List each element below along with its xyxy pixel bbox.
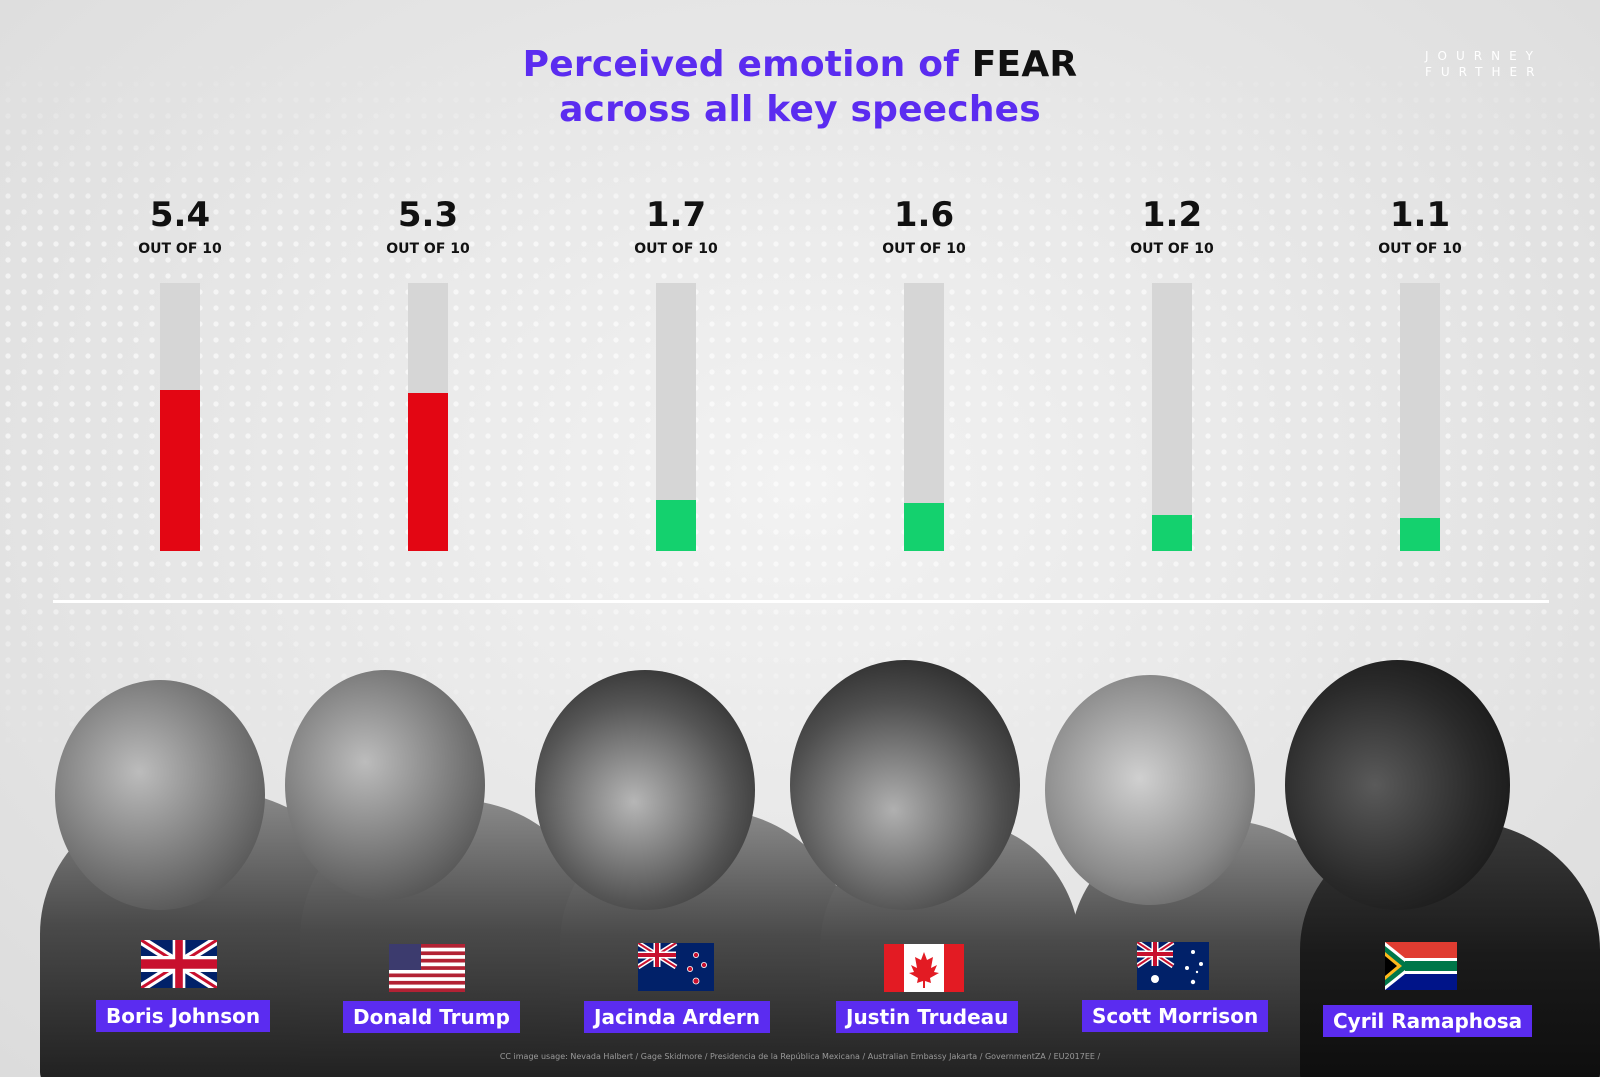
bar-fill (656, 500, 696, 551)
value-label: 5.4 (149, 195, 211, 235)
image-credit: CC image usage: Nevada Halbert / Gage Sk… (499, 1052, 1101, 1061)
portrait-head (1045, 675, 1255, 905)
chart-title-line2: across all key speeches (559, 89, 1041, 130)
bar-column: 5.4 OUT OF 10 (90, 0, 270, 600)
scale-label: OUT OF 10 (138, 241, 222, 257)
scale-label: OUT OF 10 (1378, 241, 1462, 257)
bar-column: 5.3 OUT OF 10 (338, 0, 518, 600)
bar-fill (408, 393, 448, 551)
baseline-divider (53, 600, 1549, 603)
us-flag-icon (389, 944, 465, 992)
brand-logo-line1: JOURNEY (1425, 49, 1542, 63)
value-label: 1.7 (645, 195, 707, 235)
chart-title-prefix: Perceived emotion of (522, 44, 972, 85)
name-label: Cyril Ramaphosa (1323, 1005, 1533, 1037)
portrait-head (285, 670, 485, 900)
scale-label: OUT OF 10 (882, 241, 966, 257)
scale-label: OUT OF 10 (1130, 241, 1214, 257)
dot-pattern-background (0, 60, 1600, 760)
brand-logo-line2: FURTHER (1425, 65, 1544, 79)
scale-label: OUT OF 10 (386, 241, 470, 257)
bar-column: 1.1 OUT OF 10 (1330, 0, 1510, 600)
value-label: 1.2 (1141, 195, 1203, 235)
value-label: 1.1 (1389, 195, 1451, 235)
bar-column: 1.6 OUT OF 10 (834, 0, 1014, 600)
portrait-head (55, 680, 265, 910)
bar-fill (1152, 515, 1192, 551)
value-label: 1.6 (893, 195, 955, 235)
bar-fill (904, 503, 944, 551)
bar-track (160, 283, 200, 551)
scale-label: OUT OF 10 (634, 241, 718, 257)
south-africa-flag-icon (1385, 942, 1457, 990)
portrait-head (790, 660, 1020, 910)
bar-track (1400, 283, 1440, 551)
australia-flag-icon (1137, 942, 1209, 990)
bar-fill (160, 390, 200, 551)
value-label: 5.3 (397, 195, 459, 235)
chart-title-highlight: FEAR (971, 44, 1078, 85)
portrait-head (535, 670, 755, 910)
name-label: Justin Trudeau (836, 1001, 1019, 1033)
bar-track (1152, 283, 1192, 551)
portrait-head (1285, 660, 1510, 910)
name-label: Donald Trump (343, 1001, 520, 1033)
bar-track (408, 283, 448, 551)
chart-title-line1: Perceived emotion of FEAR (0, 44, 1600, 85)
uk-flag-icon (141, 940, 217, 988)
name-label: Scott Morrison (1082, 1000, 1269, 1032)
bar-column: 1.7 OUT OF 10 (586, 0, 766, 600)
canada-flag-icon (884, 944, 964, 992)
nz-flag-icon (638, 943, 714, 991)
bar-track (656, 283, 696, 551)
bar-column: 1.2 OUT OF 10 (1082, 0, 1262, 600)
name-label: Boris Johnson (96, 1000, 271, 1032)
bar-fill (1400, 518, 1440, 551)
brand-logo: JOURNEY FURTHER (1425, 48, 1555, 80)
name-label: Jacinda Ardern (584, 1001, 770, 1033)
bar-track (904, 283, 944, 551)
